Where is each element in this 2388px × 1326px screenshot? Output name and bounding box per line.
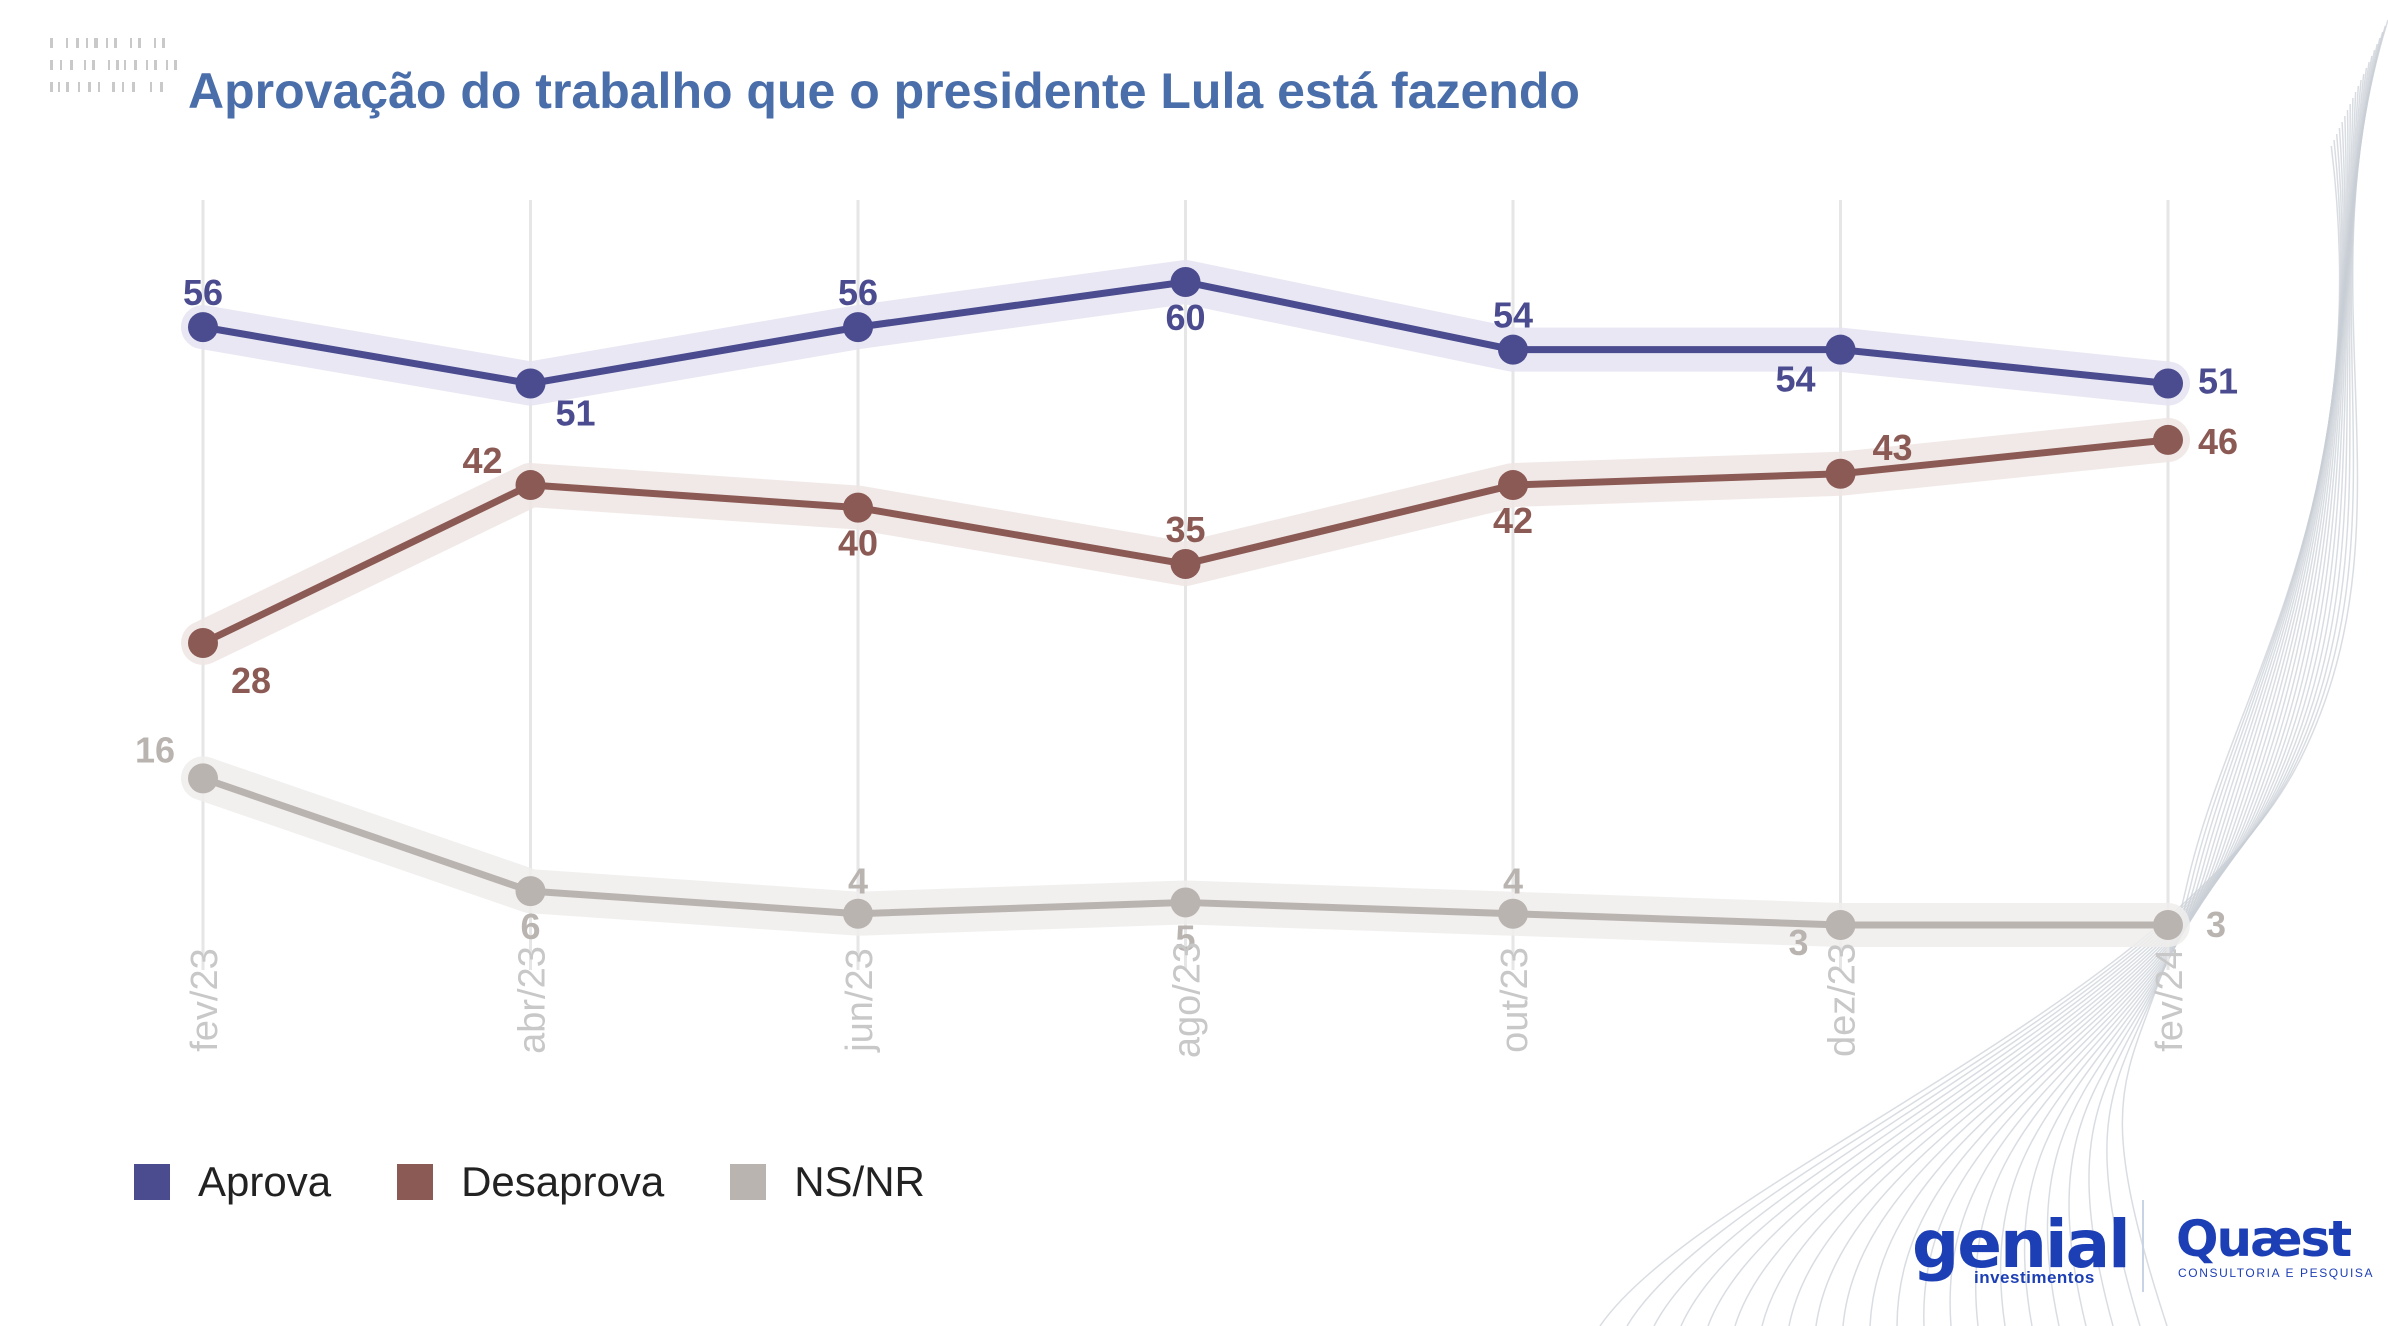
data-label-nsnr-jun-23: 4 xyxy=(848,861,868,902)
genial-logo-subtext: investimentos xyxy=(1974,1268,2095,1287)
quaest-logo-text: Quæst xyxy=(2176,1210,2352,1268)
decorative-barcode-icon xyxy=(50,38,177,92)
decorative-wave-line xyxy=(1653,31,2384,1326)
data-point-desaprova-dez-23 xyxy=(1825,458,1856,489)
data-label-nsnr-out-23: 4 xyxy=(1503,861,1523,902)
data-point-aprova-dez-23 xyxy=(1825,334,1856,365)
x-tick-label-out-23: out/23 xyxy=(1494,947,1536,1053)
data-label-aprova-ago-23: 60 xyxy=(1165,297,1205,338)
decorative-wave-line xyxy=(2121,145,2341,1326)
decorative-wave-line xyxy=(1680,37,2381,1326)
data-point-nsnr-jun-23 xyxy=(843,898,873,929)
x-tick-label-fev-24: fev/24 xyxy=(2149,948,2191,1052)
data-label-nsnr-fev-23: 16 xyxy=(135,729,175,770)
data-point-nsnr-fev-23 xyxy=(188,763,218,794)
legend-label-nsnr: NS/NR xyxy=(794,1158,925,1205)
data-point-aprova-ago-23 xyxy=(1170,267,1201,297)
data-label-aprova-fev-23: 56 xyxy=(183,272,223,313)
legend-swatch-nsnr xyxy=(730,1164,767,1200)
data-label-aprova-out-23: 54 xyxy=(1493,295,1533,336)
page-title: Aprovação do trabalho que o presidente L… xyxy=(188,63,1580,119)
data-point-nsnr-ago-23 xyxy=(1170,887,1201,918)
data-label-desaprova-fev-24: 46 xyxy=(2198,421,2238,462)
x-tick-label-jun-23: jun/23 xyxy=(839,948,881,1053)
data-point-aprova-fev-24 xyxy=(2153,368,2183,399)
data-point-desaprova-abr-23 xyxy=(515,470,546,501)
chart-points xyxy=(188,267,2183,940)
legend-swatch-desaprova xyxy=(397,1164,434,1200)
decorative-wave-line xyxy=(1788,61,2370,1326)
data-label-desaprova-abr-23: 42 xyxy=(462,440,502,481)
data-point-desaprova-fev-24 xyxy=(2153,424,2183,455)
chart-x-tick-labels: fev/23 abr/23 jun/23 ago/23 out/23 dez/23 fev/… xyxy=(184,942,2191,1058)
data-point-nsnr-abr-23 xyxy=(515,876,546,907)
x-tick-label-fev-23: fev/23 xyxy=(184,948,226,1052)
genial-logo-text: genial xyxy=(1912,1206,2131,1283)
data-point-desaprova-jun-23 xyxy=(843,492,873,523)
quaest-logo: Quæst CONSULTORIA E PESQUISA xyxy=(2176,1210,2373,1292)
data-label-aprova-jun-23: 56 xyxy=(838,272,878,313)
data-point-aprova-jun-23 xyxy=(843,312,873,343)
data-label-nsnr-ago-23: 5 xyxy=(1175,917,1195,958)
decorative-wave-line xyxy=(1761,55,2373,1326)
x-tick-label-dez-23: dez/23 xyxy=(1822,943,1864,1057)
data-point-aprova-out-23 xyxy=(1498,334,1528,365)
data-point-nsnr-dez-23 xyxy=(1825,910,1856,940)
data-label-nsnr-fev-24: 3 xyxy=(2206,904,2226,945)
data-point-desaprova-ago-23 xyxy=(1170,549,1201,580)
genial-logo: genial investimentos xyxy=(1912,1210,2131,1290)
data-label-desaprova-fev-23: 28 xyxy=(231,660,271,701)
legend-label-desaprova: Desaprova xyxy=(461,1158,665,1205)
data-label-desaprova-out-23: 42 xyxy=(1493,500,1533,541)
legend-item-nsnr: NS/NR xyxy=(730,1158,925,1206)
logo-divider xyxy=(2142,1200,2144,1292)
data-label-desaprova-jun-23: 40 xyxy=(838,523,878,564)
legend-item-desaprova: Desaprova xyxy=(397,1158,664,1206)
data-point-aprova-fev-23 xyxy=(188,312,218,343)
data-point-desaprova-fev-23 xyxy=(188,627,218,658)
x-tick-label-abr-23: abr/23 xyxy=(512,946,554,1054)
legend-item-aprova: Aprova xyxy=(134,1158,331,1206)
data-point-nsnr-fev-24 xyxy=(2153,910,2183,940)
data-label-nsnr-abr-23: 6 xyxy=(520,906,540,947)
data-label-desaprova-dez-23: 43 xyxy=(1872,427,1912,468)
legend-swatch-aprova xyxy=(134,1164,170,1200)
data-point-nsnr-out-23 xyxy=(1498,898,1528,929)
decorative-wave-line xyxy=(1626,25,2387,1326)
decorative-wave-line xyxy=(1734,49,2376,1326)
decorative-wave-line xyxy=(1707,43,2378,1326)
data-point-aprova-abr-23 xyxy=(515,368,546,399)
quaest-logo-subtext: CONSULTORIA E PESQUISA xyxy=(2178,1266,2375,1280)
x-tick-label-ago-23: ago/23 xyxy=(1167,942,1209,1058)
data-label-aprova-dez-23: 54 xyxy=(1775,359,1815,400)
data-label-nsnr-dez-23: 3 xyxy=(1788,922,1808,963)
decorative-wave-line xyxy=(1599,19,2388,1326)
data-point-desaprova-out-23 xyxy=(1498,470,1528,501)
data-label-aprova-abr-23: 51 xyxy=(555,393,595,434)
data-label-desaprova-ago-23: 35 xyxy=(1165,509,1205,550)
legend-label-aprova: Aprova xyxy=(198,1158,332,1205)
chart-legend: Aprova Desaprova NS/NR xyxy=(134,1158,991,1206)
data-label-aprova-fev-24: 51 xyxy=(2198,361,2238,402)
